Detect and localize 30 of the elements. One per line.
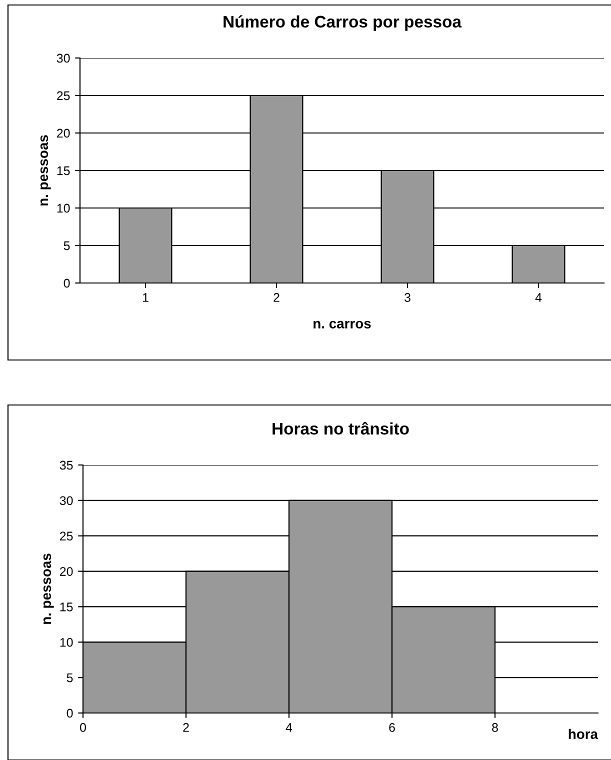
y-tick-label: 30 (60, 496, 73, 506)
y-axis-title: n. pessoas (43, 554, 54, 624)
x-tick-label: 3 (404, 293, 410, 302)
x-tick-label: 6 (389, 723, 395, 732)
y-axis-title: n. pessoas (40, 135, 51, 206)
x-axis-title: n. carros (314, 320, 371, 328)
y-tick-label: 5 (66, 674, 73, 682)
x-axis-title: hora (568, 728, 598, 740)
x-tick-label: 4 (286, 723, 292, 732)
y-tick-label: 20 (57, 128, 70, 138)
x-tick-label: 0 (80, 723, 86, 732)
chart-title: Horas no trânsito (272, 422, 409, 435)
chart-title: Número de Carros por pessoa (224, 15, 462, 31)
y-tick-label: 20 (60, 567, 73, 576)
y-tick-label: 35 (60, 460, 73, 470)
y-tick-label: 15 (60, 602, 73, 612)
y-tick-label: 30 (56, 54, 70, 63)
x-tick-label: 8 (492, 723, 498, 732)
y-tick-label: 25 (57, 91, 70, 100)
y-tick-label: 25 (60, 532, 73, 541)
y-tick-label: 10 (57, 204, 70, 213)
x-tick-label: 2 (274, 293, 280, 302)
x-tick-label: 4 (535, 293, 542, 302)
y-tick-label: 10 (60, 638, 73, 647)
y-tick-label: 0 (64, 278, 70, 288)
x-tick-label: 2 (183, 723, 189, 732)
x-tick-label: 1 (142, 293, 148, 302)
y-tick-label: 0 (66, 708, 73, 718)
y-tick-label: 15 (57, 166, 70, 176)
y-tick-label: 5 (64, 241, 70, 250)
